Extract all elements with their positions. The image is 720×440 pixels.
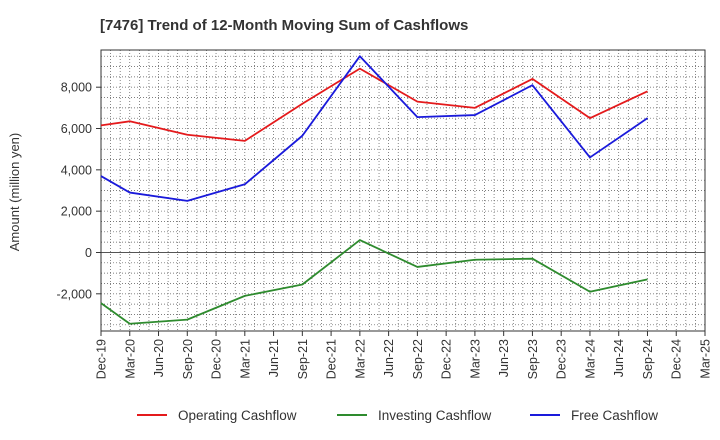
x-tick-label: Dec-19 (95, 339, 109, 379)
plot-background (101, 50, 705, 331)
x-tick-label: Mar-22 (353, 339, 367, 379)
x-tick-label: Mar-21 (238, 339, 252, 379)
chart-title: [7476] Trend of 12-Month Moving Sum of C… (100, 17, 468, 34)
x-tick-label: Dec-22 (440, 339, 454, 379)
x-tick-label: Dec-21 (325, 339, 339, 379)
x-tick-label: Mar-20 (123, 339, 137, 379)
y-axis-label: Amount (million yen) (7, 133, 22, 252)
series-line-free-cashflow (100, 55, 648, 202)
x-tick-label: Mar-25 (699, 339, 713, 379)
x-tick-label: Mar-24 (583, 339, 597, 379)
x-tick-label: Sep-24 (641, 339, 655, 379)
x-tick-label: Jun-23 (497, 339, 511, 377)
x-tick-label: Jun-21 (267, 339, 281, 377)
x-tick-label: Jun-22 (382, 339, 396, 377)
plot-border (100, 49, 706, 332)
x-tick-label: Mar-23 (468, 339, 482, 379)
legend-label: Investing Cashflow (378, 408, 492, 423)
legend-label: Free Cashflow (571, 408, 658, 423)
legend-item-free-cashflow: Free Cashflow (530, 408, 658, 423)
x-tick-label: Jun-20 (152, 339, 166, 377)
y-tick-label: 2,000 (61, 205, 92, 219)
legend-item-operating-cashflow: Operating Cashflow (137, 408, 297, 423)
y-tick-label: 6,000 (61, 122, 92, 136)
x-tick-label: Dec-24 (670, 339, 684, 379)
series-line-investing-cashflow (100, 239, 648, 325)
x-tick-label: Sep-20 (181, 339, 195, 379)
legend: Operating Cashflow Investing Cashflow Free… (137, 408, 658, 423)
x-tick-label: Jun-24 (612, 339, 626, 377)
x-tick-label: Sep-21 (296, 339, 310, 379)
y-tick-label: 0 (85, 246, 92, 260)
series-line-operating-cashflow (100, 67, 648, 142)
x-tick-label: Dec-23 (555, 339, 569, 379)
x-tick-label: Dec-20 (210, 339, 224, 379)
x-tick-label: Sep-22 (411, 339, 425, 379)
x-tick-label: Sep-23 (526, 339, 540, 379)
y-tick-label: -2,000 (57, 287, 92, 301)
y-tick-label: 4,000 (61, 163, 92, 177)
plot-area: -2,000 0 2,000 4,000 6,000 8,000 Dec-19 Mar-20 J… (57, 49, 713, 379)
legend-label: Operating Cashflow (178, 408, 297, 423)
legend-item-investing-cashflow: Investing Cashflow (337, 408, 492, 423)
y-tick-label: 8,000 (61, 81, 92, 95)
